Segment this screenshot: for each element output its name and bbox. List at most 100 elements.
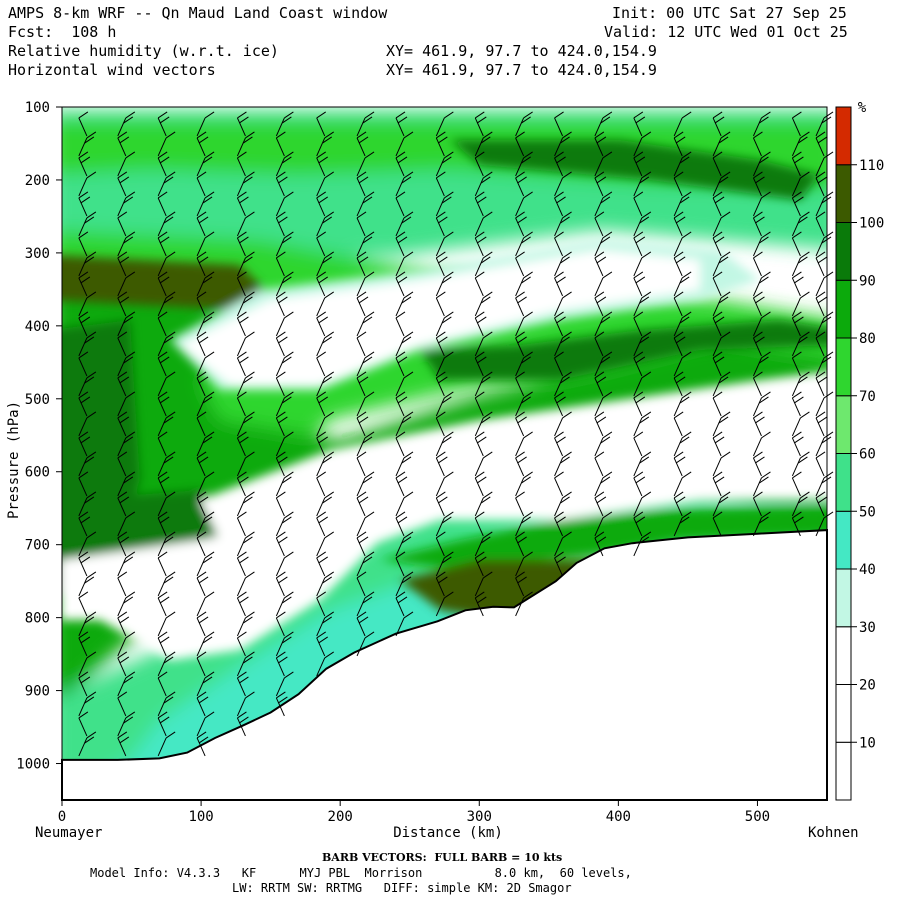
wind-barb-feather <box>554 471 564 479</box>
wind-barb-feather <box>117 291 128 299</box>
wind-barb-feather <box>521 396 531 404</box>
wind-barb-feather <box>562 531 572 539</box>
wind-barb-feather <box>523 151 533 159</box>
wind-barb-feather <box>276 371 286 379</box>
wind-barb-feather <box>718 176 729 184</box>
wind-barb <box>395 177 405 197</box>
wind-barb-feather <box>474 351 485 359</box>
wind-barb <box>395 197 405 217</box>
wind-barb <box>815 517 825 537</box>
wind-barb-feather <box>594 451 605 459</box>
wind-barb-feather <box>474 311 485 319</box>
wind-barb <box>515 537 525 557</box>
wind-barb-feather <box>639 336 650 344</box>
wind-barb-feather <box>517 536 527 544</box>
wind-barb-feather <box>755 456 765 464</box>
wind-barb-feather <box>198 216 209 224</box>
wind-barb-feather <box>482 491 493 499</box>
wind-barb-feather <box>792 391 802 399</box>
wind-barb-feather <box>125 711 136 719</box>
wind-barb-feather <box>395 191 406 199</box>
wind-barb-feather <box>515 571 525 579</box>
wind-barb-feather <box>474 591 485 599</box>
wind-barb <box>791 277 801 297</box>
wind-barb-feather <box>794 436 804 444</box>
wind-barb-feather <box>761 511 771 519</box>
init-time: Init: 00 UTC Sat 27 Sep 25 <box>612 4 847 22</box>
wind-barb-feather <box>521 276 531 284</box>
wind-barb <box>712 397 722 417</box>
wind-barb <box>157 517 167 537</box>
wind-barb-feather <box>823 271 834 279</box>
wind-barb-feather <box>123 596 134 604</box>
x-axis-label: Distance (km) <box>393 825 503 841</box>
wind-barb-feather <box>523 511 533 519</box>
wind-barb-feather <box>403 211 414 219</box>
wind-barb-feather <box>243 136 253 144</box>
wind-barb-feather <box>482 411 493 419</box>
wind-barb-feather <box>482 451 493 459</box>
wind-barb <box>435 437 445 457</box>
wind-barb <box>554 277 564 297</box>
wind-barb <box>633 477 643 497</box>
wind-barb-feather <box>278 336 288 344</box>
wind-barb-feather <box>163 416 174 424</box>
wind-barb-feather <box>80 636 91 644</box>
wind-barb <box>673 297 683 317</box>
wind-barb-feather <box>633 231 644 239</box>
wind-barb <box>554 257 564 277</box>
wind-barb-feather <box>480 256 491 264</box>
wind-barb <box>236 277 246 297</box>
wind-barb <box>275 637 285 657</box>
wind-barb-feather <box>316 511 326 519</box>
wind-barb-feather <box>123 316 134 324</box>
wind-barb-feather <box>362 476 373 484</box>
wind-barb-feather <box>403 251 414 259</box>
wind-barb-feather <box>817 176 828 184</box>
wind-barb <box>815 397 825 417</box>
wind-barb-feather <box>196 331 207 339</box>
wind-barb-feather <box>759 236 769 244</box>
wind-barb <box>78 637 88 657</box>
wind-barb-feather <box>794 276 804 284</box>
wind-barb-feather <box>324 331 334 339</box>
y-tick-label: 800 <box>25 611 50 627</box>
wind-barb-feather <box>78 631 89 639</box>
wind-barb-feather <box>792 351 802 359</box>
wind-barb-feather <box>712 391 723 399</box>
wind-barb-feather <box>86 491 97 499</box>
wind-barb-feather <box>823 231 834 239</box>
wind-barb <box>791 357 801 377</box>
wind-barb <box>157 537 167 557</box>
wind-barb <box>474 457 484 477</box>
wind-barb-feather <box>403 371 414 379</box>
wind-barb-feather <box>442 156 452 164</box>
wind-barb-feather <box>117 451 128 459</box>
wind-barb <box>815 157 825 177</box>
wind-barb-feather <box>278 176 288 184</box>
wind-barb-feather <box>474 511 485 519</box>
wind-barb-feather <box>436 331 446 339</box>
colorbar-unit: % <box>858 100 867 116</box>
wind-barb <box>78 677 88 697</box>
chart-title: AMPS 8-km WRF -- Qn Maud Land Coast wind… <box>8 4 388 22</box>
wind-barb-feather <box>800 291 810 299</box>
wind-barb-feather <box>761 111 771 119</box>
wind-barb-feather <box>753 251 763 259</box>
wind-barb <box>815 297 825 317</box>
wind-barb <box>78 137 88 157</box>
wind-barb-feather <box>356 171 367 179</box>
wind-barb <box>791 377 801 397</box>
wind-barb-feather <box>515 131 525 139</box>
wind-barb <box>78 297 88 317</box>
wind-barb-feather <box>476 476 487 484</box>
wind-barb-feather <box>80 676 91 684</box>
wind-barb-feather <box>324 451 334 459</box>
wind-barb <box>594 137 604 157</box>
wind-barb-feather <box>117 691 128 699</box>
wind-barb-feather <box>204 551 215 559</box>
wind-barb-feather <box>792 151 802 159</box>
wind-barb <box>157 197 167 217</box>
wind-barb-feather <box>633 511 644 519</box>
wind-barb-feather <box>794 316 804 324</box>
